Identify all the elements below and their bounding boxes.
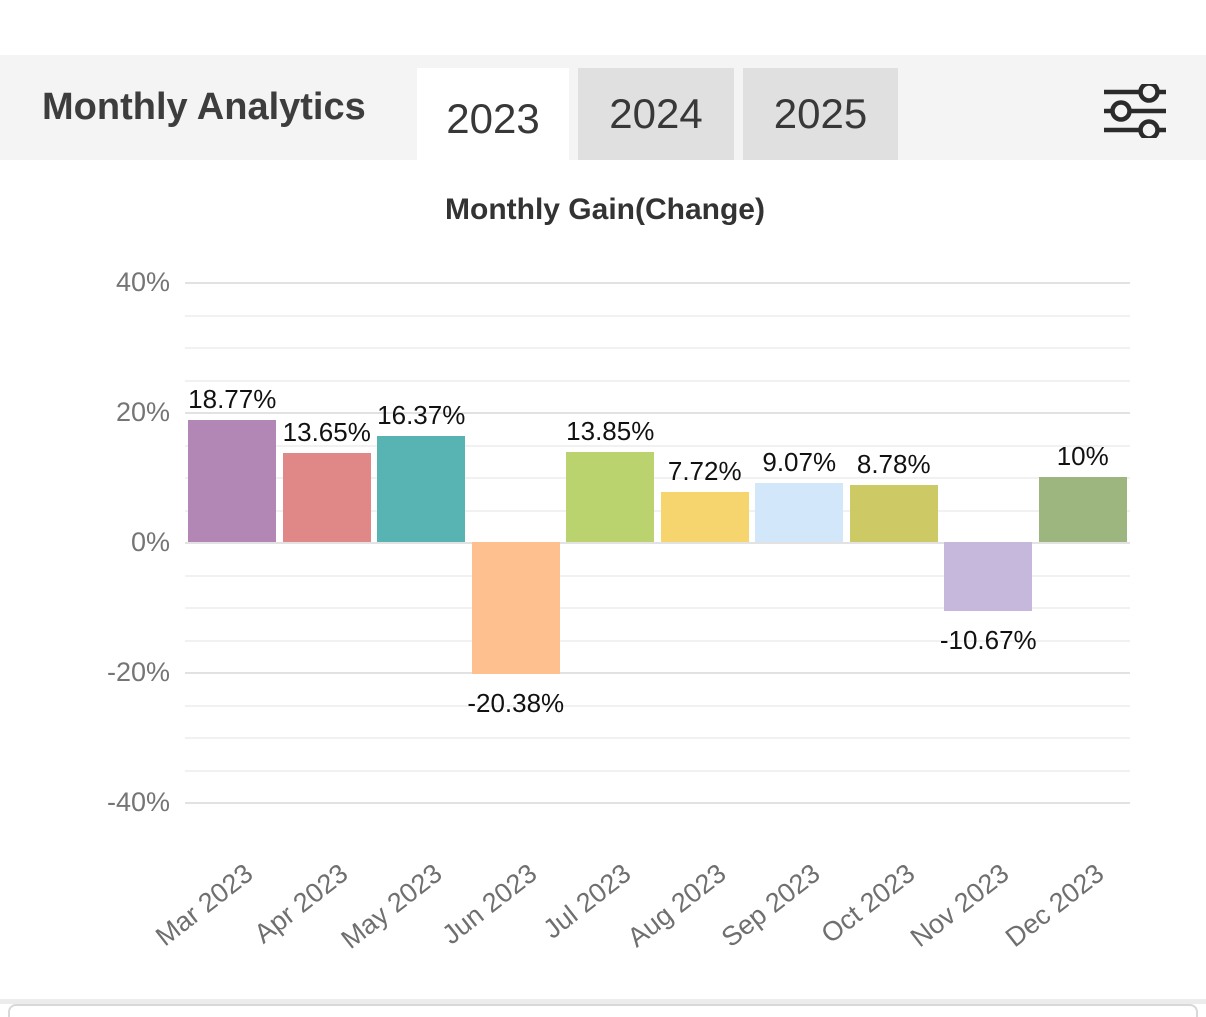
y-axis-tick-label: -40% [106,787,170,817]
next-section-card [8,1004,1198,1017]
tab-2024-label: 2024 [609,90,703,137]
filter-button[interactable] [1104,81,1166,141]
bar-value-label: 9.07% [762,447,837,478]
x-axis-label: Jun 2023 [436,858,543,951]
gridline [185,639,1130,642]
gridline [185,477,1130,479]
bar-value-label: 16.37% [377,399,466,430]
gridline [185,314,1130,317]
gridline [185,282,1130,284]
x-axis-label: Aug 2023 [621,858,732,953]
y-axis-tick-label: 0% [130,527,170,557]
x-axis-label: Nov 2023 [905,858,1015,953]
gridline [185,607,1130,609]
gridline [185,737,1130,739]
gridline [185,379,1130,382]
bar-value-label: 8.78% [856,448,931,479]
gridline [185,347,1130,349]
bar-aug-2023[interactable] [660,491,749,542]
y-axis-tick-label: -20% [106,657,170,687]
gridline [185,802,1130,804]
bar-value-label: -20.38% [467,688,565,719]
bar-value-label: 13.85% [566,415,655,446]
bar-value-label: 13.65% [282,417,371,448]
gridline [185,509,1130,512]
y-axis-tick-label: 40% [115,267,170,297]
x-axis-label: Dec 2023 [999,858,1110,953]
tab-2023[interactable]: 2023 [417,68,569,169]
section-divider [0,999,1206,1004]
x-axis-label: Mar 2023 [150,858,259,952]
bar-jun-2023[interactable] [471,542,560,675]
bar-oct-2023[interactable] [849,484,938,542]
gridline [185,574,1130,577]
x-axis-label: Oct 2023 [815,858,921,950]
bar-may-2023[interactable] [377,435,466,542]
bar-sep-2023[interactable] [755,483,844,542]
x-axis-label: Apr 2023 [248,858,354,950]
x-axis-label: May 2023 [335,858,448,955]
bar-mar-2023[interactable] [188,419,277,542]
page-title: Monthly Analytics [42,86,366,128]
bar-value-label: 18.77% [188,383,277,414]
y-axis-tick-label: 20% [115,397,170,427]
gridline [185,542,1130,544]
gridline [185,704,1130,707]
tab-2025[interactable]: 2025 [743,68,898,160]
x-axis-label: Sep 2023 [716,858,826,953]
chart-title: Monthly Gain(Change) [445,193,765,226]
bar-dec-2023[interactable] [1038,477,1127,542]
sliders-icon [1104,81,1166,141]
gridline [185,412,1130,414]
bar-jul-2023[interactable] [566,451,655,542]
gridline [185,444,1130,447]
bar-value-label: -10.67% [939,625,1037,656]
tab-2025-label: 2025 [773,90,868,137]
bar-value-label: 10% [1056,441,1109,471]
tab-2023-label: 2023 [446,94,540,142]
bar-value-label: 7.72% [667,455,742,486]
gridline [185,769,1130,772]
bar-nov-2023[interactable] [944,542,1033,612]
gridline [185,672,1130,674]
bar-apr-2023[interactable] [282,453,371,542]
x-axis-label: Jul 2023 [537,858,637,945]
tab-2024[interactable]: 2024 [578,68,734,160]
